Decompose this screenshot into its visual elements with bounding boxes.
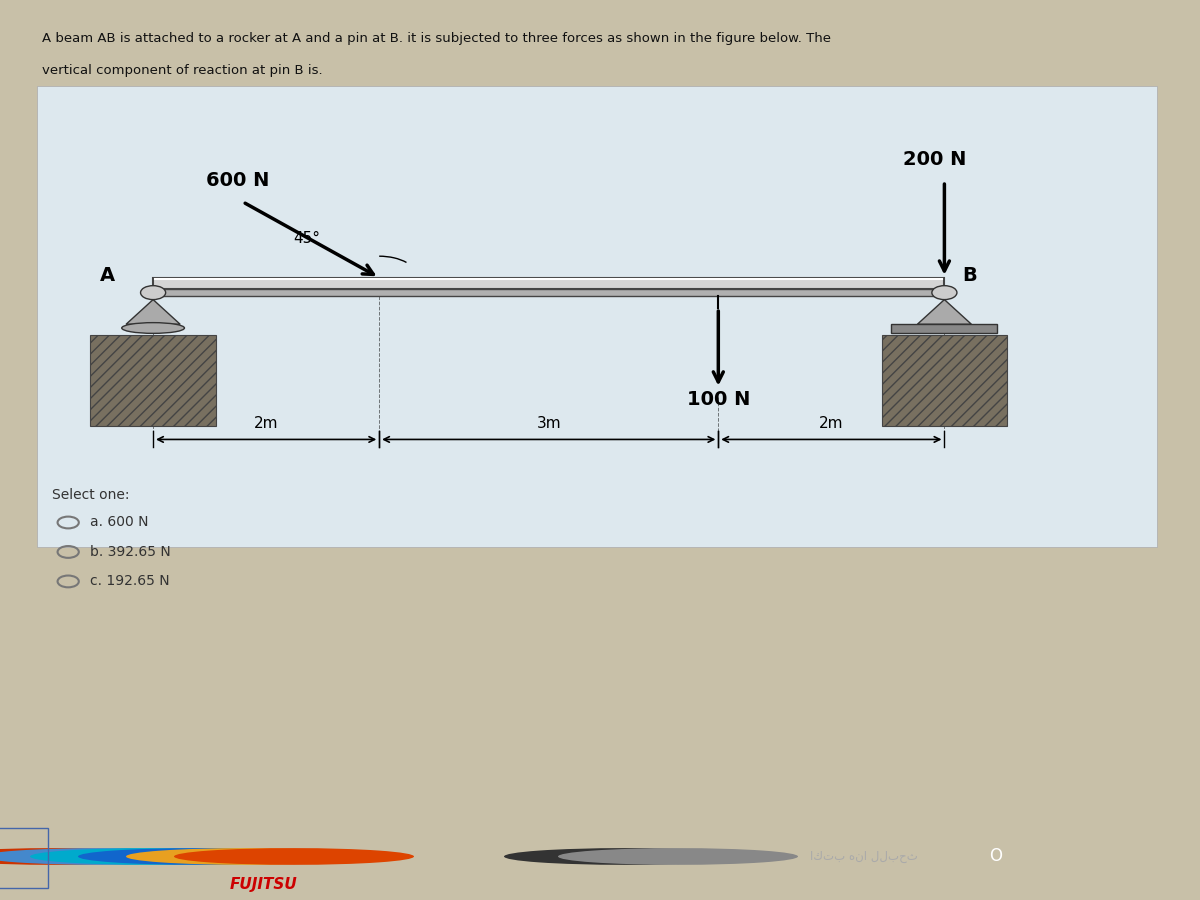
Circle shape bbox=[558, 848, 798, 865]
Text: 3m: 3m bbox=[536, 416, 562, 431]
Text: FUJITSU: FUJITSU bbox=[230, 878, 298, 893]
Text: a. 600 N: a. 600 N bbox=[90, 516, 149, 529]
Bar bbox=[154, 277, 944, 290]
Circle shape bbox=[0, 848, 174, 865]
Text: c. 192.65 N: c. 192.65 N bbox=[90, 574, 170, 589]
Text: Select one:: Select one: bbox=[52, 488, 130, 501]
Ellipse shape bbox=[121, 322, 185, 333]
Text: b. 392.65 N: b. 392.65 N bbox=[90, 545, 172, 559]
Bar bbox=[90, 335, 216, 426]
Bar bbox=[882, 335, 1007, 426]
Circle shape bbox=[140, 285, 166, 300]
Text: 2m: 2m bbox=[254, 416, 278, 431]
Text: A beam AB is attached to a rocker at A and a pin at B. it is subjected to three : A beam AB is attached to a rocker at A a… bbox=[42, 32, 832, 45]
Text: 45°: 45° bbox=[293, 230, 320, 246]
Circle shape bbox=[504, 848, 744, 865]
Circle shape bbox=[30, 848, 270, 865]
Polygon shape bbox=[917, 300, 972, 324]
Text: 600 N: 600 N bbox=[206, 171, 270, 190]
Text: O: O bbox=[990, 848, 1002, 866]
Bar bbox=[154, 290, 944, 296]
Circle shape bbox=[0, 848, 222, 865]
Polygon shape bbox=[126, 300, 180, 324]
Text: A: A bbox=[100, 266, 115, 285]
FancyBboxPatch shape bbox=[37, 86, 1157, 546]
Circle shape bbox=[126, 848, 366, 865]
Text: vertical component of reaction at pin B is.: vertical component of reaction at pin B … bbox=[42, 65, 323, 77]
Text: B: B bbox=[961, 266, 977, 285]
Text: 2m: 2m bbox=[820, 416, 844, 431]
Bar bbox=[892, 324, 997, 333]
Circle shape bbox=[932, 285, 956, 300]
Text: اكتب هنا للبحث: اكتب هنا للبحث bbox=[810, 850, 918, 863]
Text: 200 N: 200 N bbox=[904, 150, 966, 169]
Circle shape bbox=[78, 848, 318, 865]
Text: 100 N: 100 N bbox=[686, 390, 750, 409]
Circle shape bbox=[174, 848, 414, 865]
